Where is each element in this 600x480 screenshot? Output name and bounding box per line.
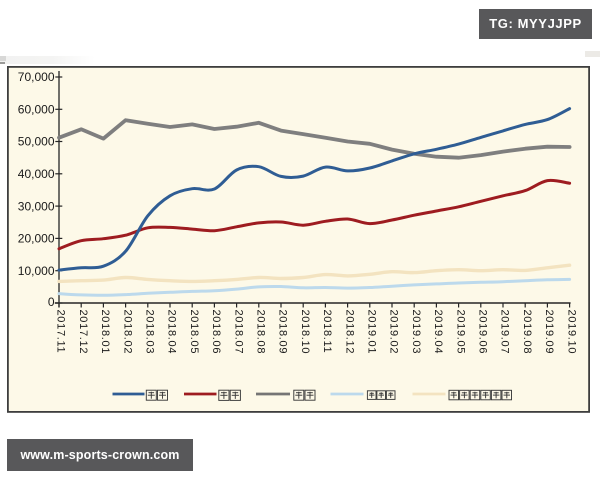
svg-text:2018.01: 2018.01 [99, 310, 111, 355]
svg-text:2018.04: 2018.04 [166, 310, 178, 355]
svg-text:2018.06: 2018.06 [210, 310, 222, 355]
svg-text:2019.09: 2019.09 [543, 310, 555, 355]
svg-text:2018.10: 2018.10 [299, 310, 311, 355]
svg-text:2018.09: 2018.09 [277, 310, 289, 355]
svg-text:2018.12: 2018.12 [343, 310, 355, 355]
svg-text:2018.07: 2018.07 [232, 310, 244, 355]
svg-text:2019.01: 2019.01 [366, 310, 378, 355]
svg-text:2019.04: 2019.04 [432, 310, 444, 355]
svg-text:2018.05: 2018.05 [188, 310, 200, 355]
svg-text:2019.10: 2019.10 [565, 310, 577, 355]
svg-text:2018.08: 2018.08 [255, 310, 267, 355]
svg-text:70,000: 70,000 [18, 70, 55, 84]
svg-text:2019.06: 2019.06 [477, 310, 489, 355]
svg-text:2019.03: 2019.03 [410, 310, 422, 355]
svg-text:40,000: 40,000 [18, 167, 55, 181]
svg-text:2017.11: 2017.11 [55, 310, 67, 354]
svg-text:2017.12: 2017.12 [77, 310, 89, 355]
svg-text:50,000: 50,000 [18, 135, 55, 149]
svg-text:2019.05: 2019.05 [454, 310, 466, 355]
svg-text:0: 0 [48, 295, 55, 309]
svg-text:60,000: 60,000 [18, 103, 55, 117]
svg-text:2019.08: 2019.08 [521, 310, 533, 355]
svg-text:2019.02: 2019.02 [388, 310, 400, 355]
svg-text:20,000: 20,000 [18, 232, 55, 246]
svg-text:2018.02: 2018.02 [121, 310, 133, 355]
svg-text:2018.03: 2018.03 [144, 310, 156, 355]
svg-text:30,000: 30,000 [18, 199, 55, 213]
svg-text:2019.07: 2019.07 [499, 310, 511, 355]
svg-text:2018.11: 2018.11 [321, 310, 333, 354]
svg-text:10,000: 10,000 [18, 264, 55, 278]
